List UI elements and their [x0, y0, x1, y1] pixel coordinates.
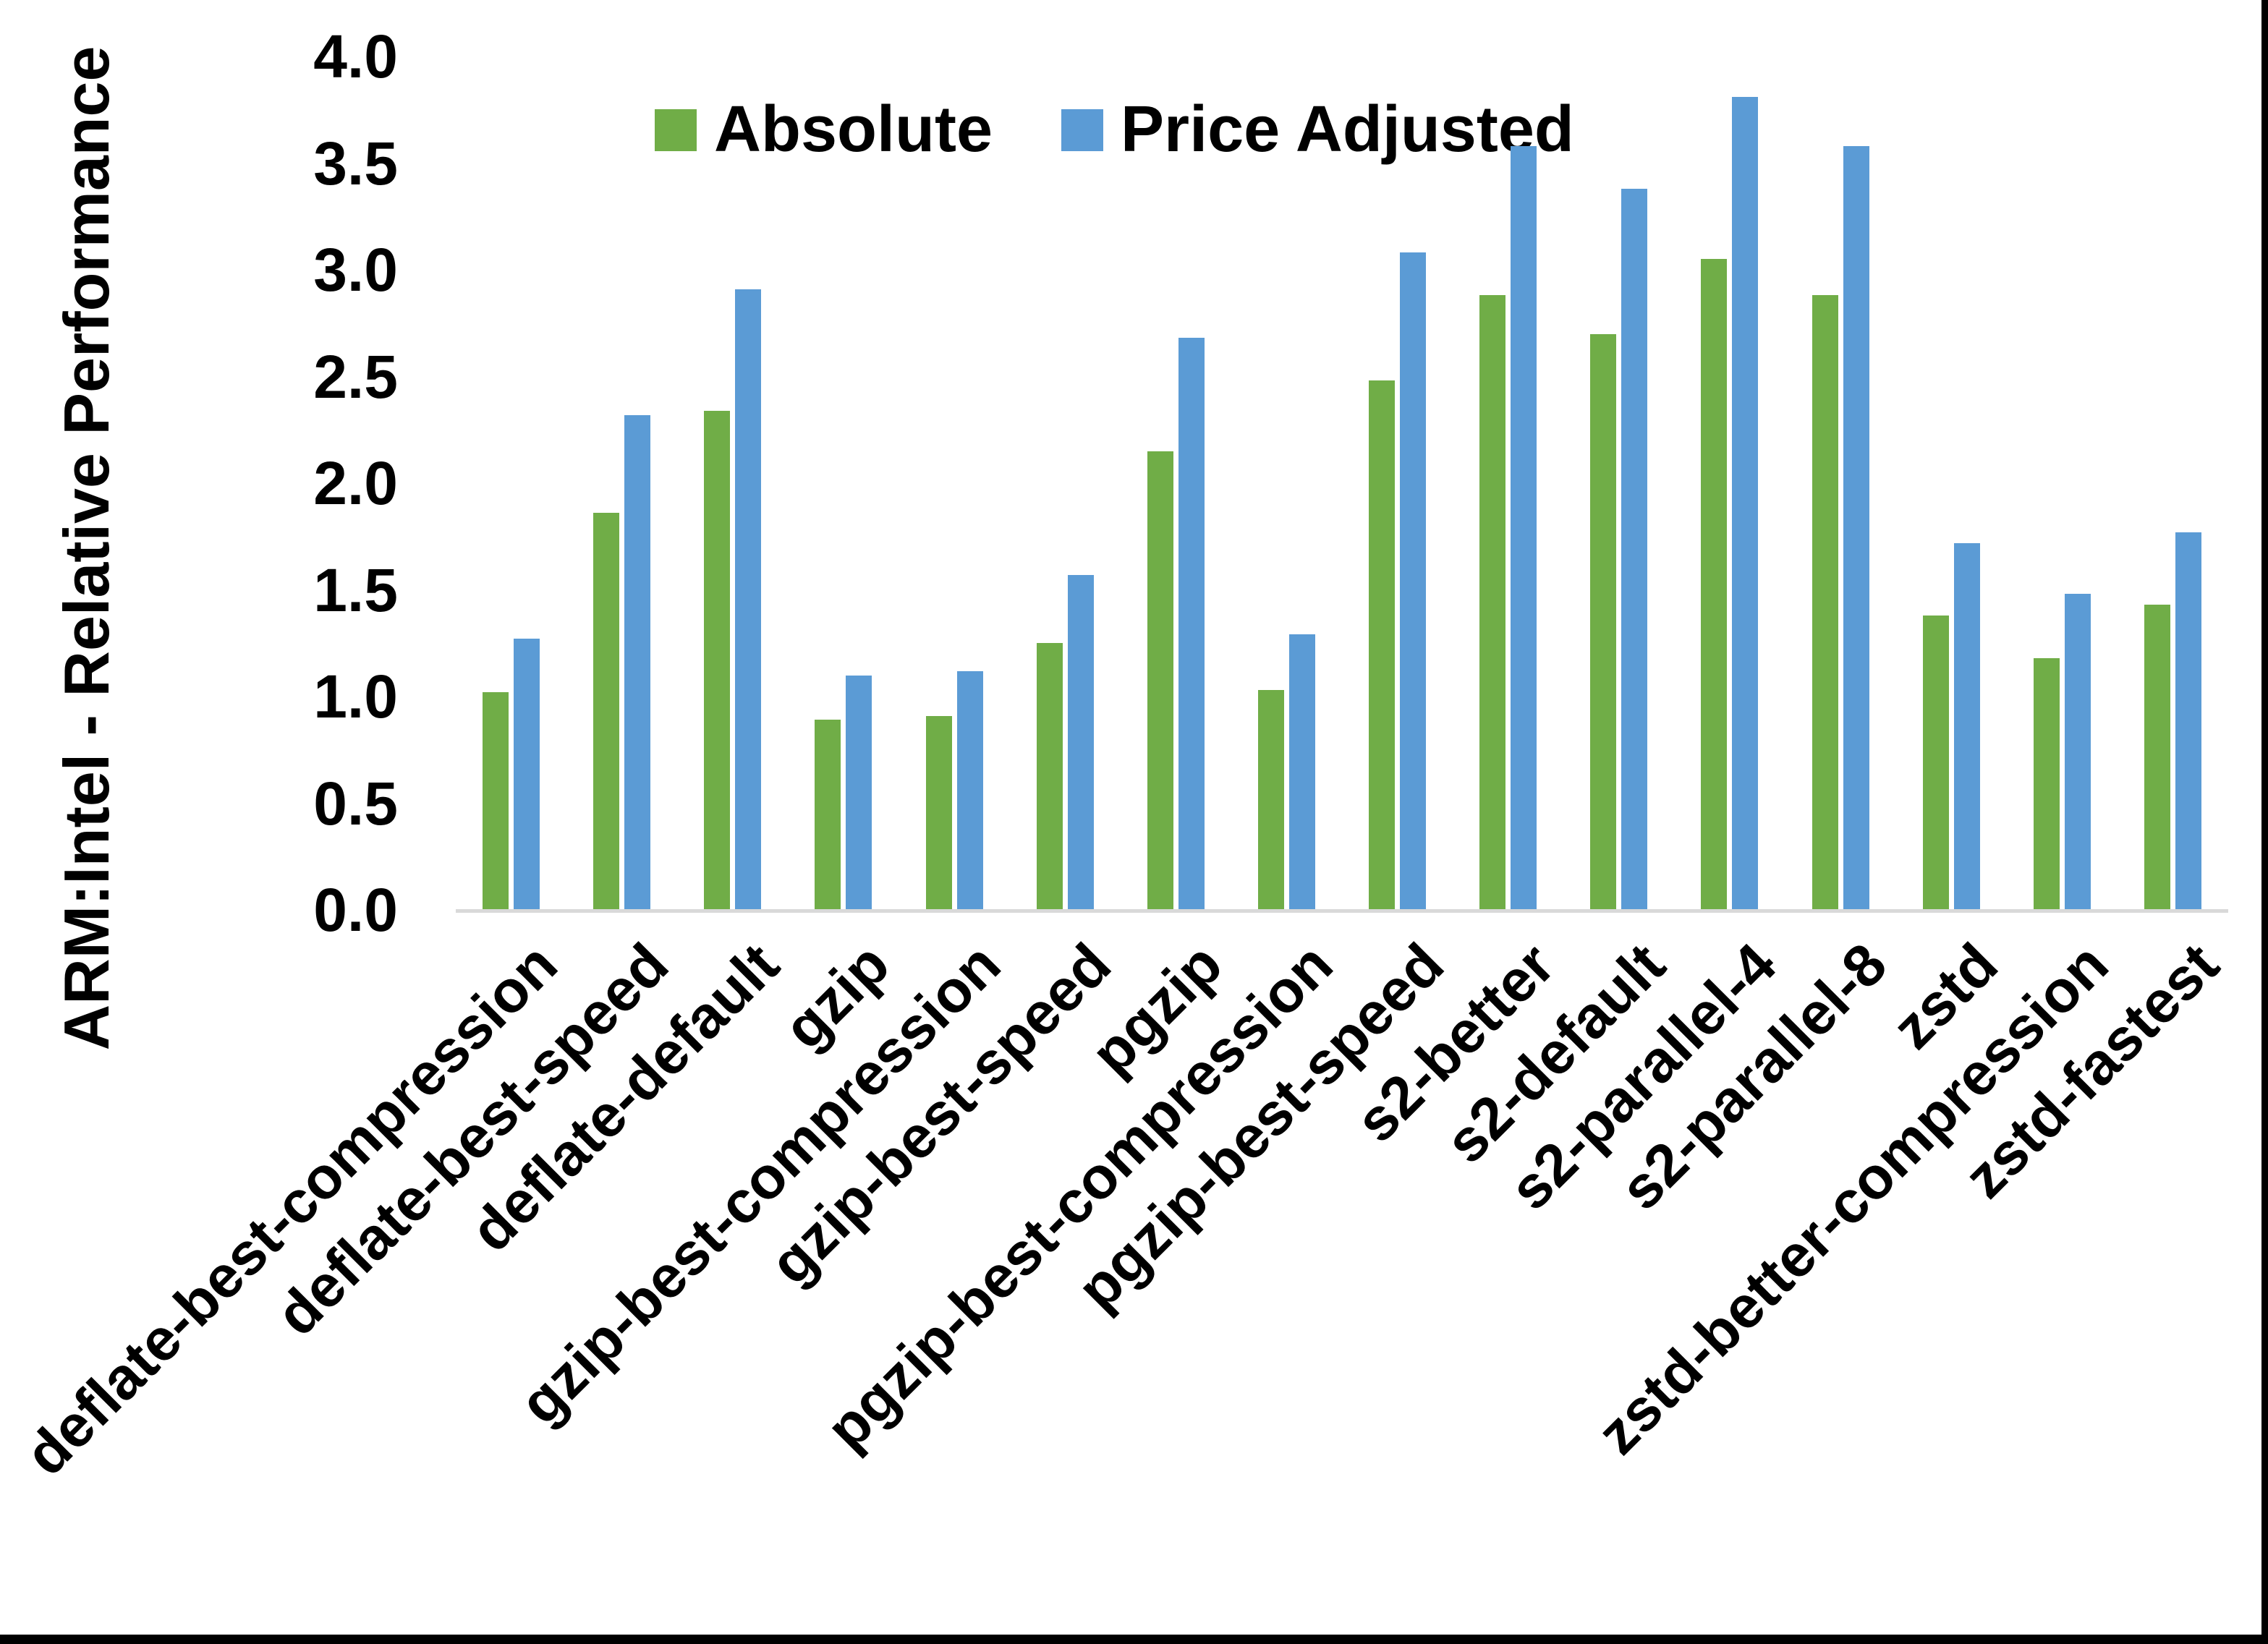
screenshot-right-border — [2261, 0, 2268, 1644]
legend-label-price-adjusted: Price Adjusted — [1121, 93, 1574, 166]
bar-absolute-s2-parallel-4 — [1701, 259, 1728, 910]
bar-absolute-deflate-best-speed — [593, 513, 620, 910]
bar-absolute-zstd-fastest — [2144, 605, 2170, 910]
bar-price-adjusted-s2-parallel-8 — [1843, 145, 1869, 910]
legend-label-absolute: Absolute — [714, 93, 993, 166]
bar-absolute-zstd-better-compression — [2033, 657, 2060, 910]
y-tick-label: 4.0 — [313, 22, 398, 90]
bar-price-adjusted-s2-default — [1621, 188, 1648, 910]
bar-absolute-s2-better — [1479, 295, 1506, 910]
bar-absolute-s2-parallel-8 — [1812, 295, 1838, 910]
bar-absolute-gzip-best-compression — [925, 715, 952, 910]
bar-price-adjusted-zstd-better-compression — [2064, 594, 2091, 910]
bar-price-adjusted-deflate-best-speed — [624, 414, 651, 910]
bar-price-adjusted-gzip-best-compression — [956, 670, 983, 910]
legend: Absolute Price Adjusted — [655, 93, 1574, 167]
bar-absolute-pgzip — [1147, 451, 1173, 910]
y-tick-label: 1.0 — [313, 663, 398, 731]
bar-price-adjusted-pgzip — [1178, 338, 1205, 910]
bar-absolute-zstd — [1922, 615, 1949, 910]
y-tick-label: 1.5 — [313, 555, 398, 624]
bar-price-adjusted-deflate-default — [735, 289, 762, 910]
x-axis-line — [456, 909, 2228, 913]
bar-absolute-s2-default — [1590, 333, 1617, 910]
bar-price-adjusted-zstd — [1953, 542, 1980, 910]
bar-price-adjusted-s2-parallel-4 — [1732, 97, 1759, 910]
y-tick-label: 0.5 — [313, 769, 398, 838]
y-tick-label: 2.5 — [313, 342, 398, 411]
legend-swatch-price-adjusted-icon — [1061, 108, 1104, 151]
legend-item-price-adjusted: Price Adjusted — [1061, 93, 1574, 167]
bar-absolute-gzip — [815, 720, 841, 910]
bar-price-adjusted-deflate-best-compression — [514, 639, 540, 910]
y-axis-title: ARM:Intel - Relative Performance — [51, 46, 122, 1051]
legend-swatch-absolute-icon — [655, 108, 697, 151]
bar-price-adjusted-gzip — [846, 675, 872, 910]
bar-absolute-pgzip-best-compression — [1257, 690, 1284, 910]
bar-price-adjusted-zstd-fastest — [2175, 532, 2201, 910]
bar-price-adjusted-s2-better — [1511, 145, 1537, 910]
y-tick-label: 2.0 — [313, 449, 398, 517]
legend-item-absolute: Absolute — [655, 93, 993, 167]
y-tick-label: 3.0 — [313, 236, 398, 304]
bar-price-adjusted-pgzip-best-compression — [1288, 634, 1315, 910]
bar-absolute-deflate-best-compression — [483, 692, 509, 910]
bar-absolute-pgzip-best-speed — [1369, 380, 1395, 910]
bar-price-adjusted-gzip-best-speed — [1067, 574, 1094, 910]
y-tick-label: 3.5 — [313, 129, 398, 197]
bar-price-adjusted-pgzip-best-speed — [1400, 252, 1426, 910]
screenshot-bottom-border — [0, 1635, 2268, 1644]
bar-absolute-gzip-best-speed — [1036, 643, 1063, 910]
bar-absolute-deflate-default — [704, 410, 731, 910]
y-tick-label: 0.0 — [313, 876, 398, 944]
